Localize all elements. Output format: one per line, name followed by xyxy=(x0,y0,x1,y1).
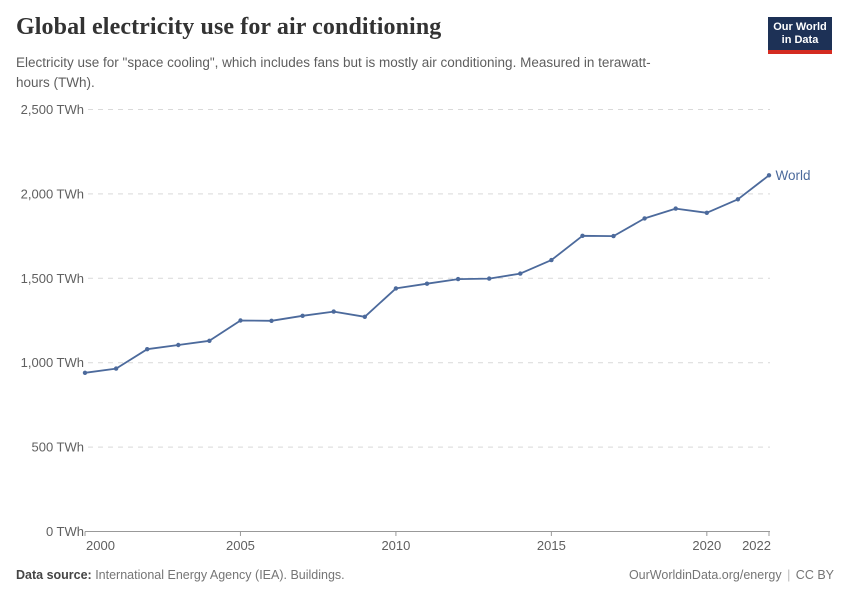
data-point-2010[interactable] xyxy=(393,286,399,291)
data-source-label: Data source: xyxy=(16,568,92,582)
x-axis-label: 2000 xyxy=(86,538,115,553)
credit-separator: | xyxy=(787,568,791,582)
owid-logo[interactable]: Our World in Data xyxy=(768,17,832,54)
y-axis-label: 1,000 TWh xyxy=(21,355,84,370)
chart-subtitle: Electricity use for "space cooling", whi… xyxy=(16,55,651,90)
data-point-2018[interactable] xyxy=(642,216,647,221)
data-point-2021[interactable] xyxy=(735,197,741,202)
data-point-2007[interactable] xyxy=(300,313,305,318)
data-point-2020[interactable] xyxy=(704,210,709,215)
world-line[interactable] xyxy=(84,174,770,374)
data-point-2001[interactable] xyxy=(113,366,119,371)
data-point-2002[interactable] xyxy=(145,347,150,352)
data-point-2019[interactable] xyxy=(673,206,678,211)
x-axis-label: 2015 xyxy=(537,538,566,553)
data-point-2009[interactable] xyxy=(362,314,367,319)
owid-logo-line2: in Data xyxy=(781,34,819,46)
x-axis-label: 2005 xyxy=(226,538,255,553)
credit-line: OurWorldinData.org/energy | CC BY xyxy=(629,568,834,582)
x-axis-label: 2020 xyxy=(692,538,721,553)
license-link[interactable]: CC BY xyxy=(795,568,834,582)
data-point-2012[interactable] xyxy=(455,276,461,282)
y-axis-label: 0 TWh xyxy=(46,524,84,539)
data-point-2017[interactable] xyxy=(611,233,616,239)
x-axis-label: 2010 xyxy=(381,538,410,553)
x-axis-label: 2022 xyxy=(742,538,771,553)
data-point-2005[interactable] xyxy=(238,318,243,323)
data-point-2011[interactable] xyxy=(424,281,430,286)
data-point-2000[interactable] xyxy=(82,370,88,375)
owid-logo-line1: Our World xyxy=(773,21,827,33)
data-point-2014[interactable] xyxy=(518,271,523,276)
credit-link[interactable]: OurWorldinData.org/energy xyxy=(628,568,782,582)
data-point-2015[interactable] xyxy=(549,257,554,263)
chart-title: Global electricity use for air condition… xyxy=(16,14,442,40)
y-axis-label: 2,500 TWh xyxy=(21,102,84,117)
chart-footer: Data source: International Energy Agency… xyxy=(0,568,850,582)
data-point-2003[interactable] xyxy=(176,342,181,348)
y-axis-label: 500 TWh xyxy=(31,440,84,455)
y-axis-label: 1,500 TWh xyxy=(21,271,84,286)
data-point-2016[interactable] xyxy=(580,233,585,238)
y-axis-label: 2,000 TWh xyxy=(21,186,84,201)
data-point-2013[interactable] xyxy=(487,276,492,281)
data-source-text: International Energy Agency (IEA). Build… xyxy=(91,568,345,582)
data-source: Data source: International Energy Agency… xyxy=(16,568,345,582)
data-point-2022[interactable] xyxy=(766,173,772,178)
series-label-world[interactable]: World xyxy=(776,168,811,183)
data-point-2004[interactable] xyxy=(207,338,212,343)
data-point-2006[interactable] xyxy=(269,318,274,323)
data-point-2008[interactable] xyxy=(331,309,336,314)
